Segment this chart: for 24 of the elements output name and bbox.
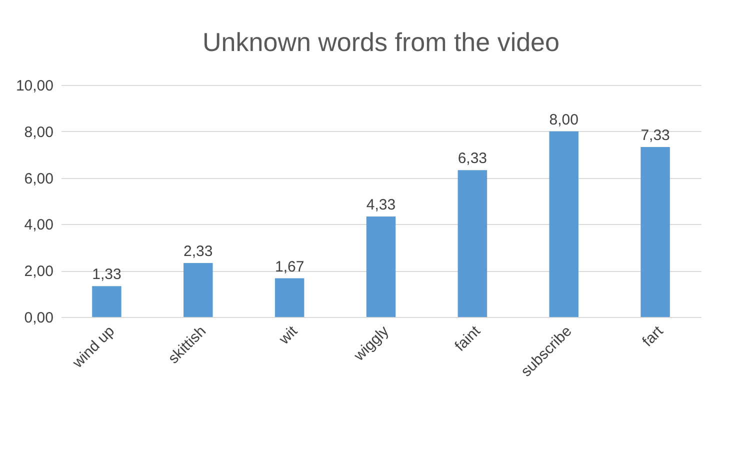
data-label: 1,67 (274, 258, 304, 276)
bar (458, 170, 488, 317)
data-label: 8,00 (549, 111, 578, 128)
bar (640, 146, 670, 317)
y-tick-label: 0,00 (24, 310, 54, 326)
x-tick-label: faint (452, 322, 484, 355)
y-tick-label: 4,00 (24, 216, 54, 234)
y-tick-label: 2,00 (24, 263, 54, 280)
bar (92, 286, 122, 317)
data-label: 7,33 (640, 126, 670, 144)
y-tick-label: 10,00 (16, 78, 54, 94)
x-tick-label: fart (639, 322, 668, 350)
data-label: 2,33 (184, 242, 213, 260)
x-tick-label: wit (275, 322, 302, 348)
y-tick-label: 6,00 (24, 170, 54, 188)
data-label: 1,33 (92, 266, 122, 284)
data-label: 6,33 (458, 150, 488, 168)
data-label: 4,33 (366, 196, 396, 214)
bar (274, 278, 304, 317)
chart-title: Unknown words from the video (202, 27, 560, 57)
bar (184, 262, 213, 317)
bar (549, 131, 578, 317)
bar (366, 216, 396, 317)
y-tick-label: 8,00 (24, 124, 54, 141)
